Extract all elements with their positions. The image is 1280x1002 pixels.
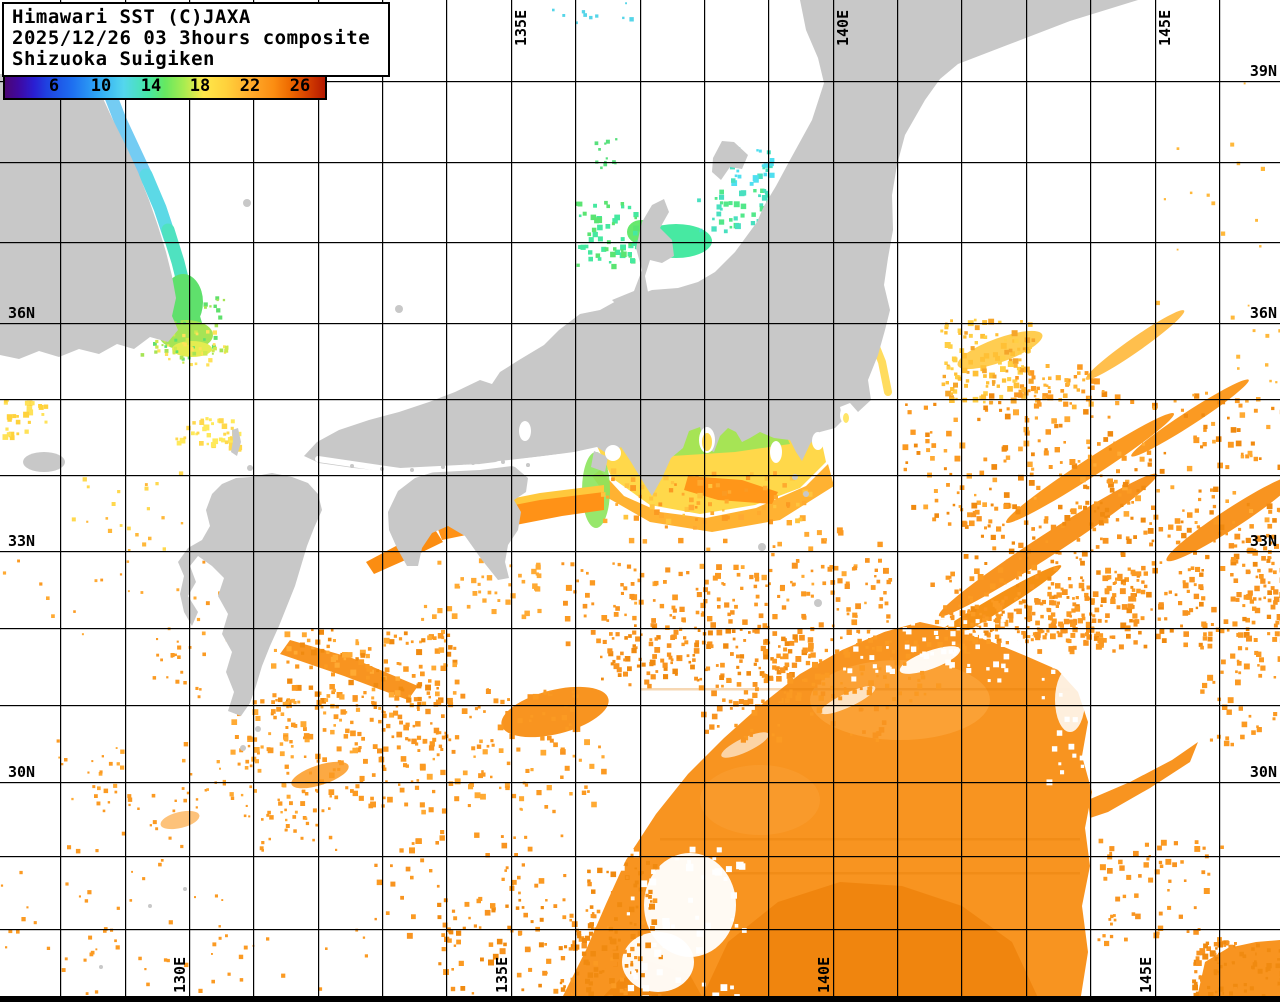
- lon-label-bottom-140E: 140E: [815, 957, 833, 993]
- colorbar-tick-6: 6: [48, 76, 60, 96]
- map-title-box: Himawari SST (C)JAXA 2025/12/26 03 3hour…: [2, 2, 390, 77]
- lat-label-right-36N: 36N: [1250, 304, 1277, 322]
- land-layer: [0, 0, 1138, 969]
- graticule-labels: 135E 140E 145E 130E 135E 140E 145E 36N 33N 30N 39N…: [8, 10, 1277, 993]
- lon-label-top-135E: 135E: [512, 10, 530, 46]
- lat-label-right-33N: 33N: [1250, 532, 1277, 550]
- temperature-colorbar: 6 10 14 18 22 26: [3, 73, 327, 100]
- colorbar-tick-26: 26: [289, 76, 311, 96]
- map-datetime: 2025/12/26 03 3hours composite: [12, 27, 371, 49]
- colorbar-tick-10: 10: [90, 76, 112, 96]
- lon-label-bottom-135E: 135E: [493, 957, 511, 993]
- lon-label-bottom-145E: 145E: [1137, 957, 1155, 993]
- colorbar-tick-14: 14: [140, 76, 162, 96]
- lat-label-left-30N: 30N: [8, 763, 35, 781]
- colorbar-tick-22: 22: [239, 76, 261, 96]
- colorbar-tick-18: 18: [189, 76, 211, 96]
- lat-label-right-30N: 30N: [1250, 763, 1277, 781]
- lat-label-right-39N: 39N: [1250, 62, 1277, 80]
- lat-label-left-36N: 36N: [8, 304, 35, 322]
- lon-label-top-145E: 145E: [1156, 10, 1174, 46]
- lat-label-left-33N: 33N: [8, 532, 35, 550]
- lon-label-top-140E: 140E: [834, 10, 852, 46]
- map-credit: Shizuoka Suigiken: [12, 48, 215, 70]
- lon-label-bottom-130E: 130E: [171, 957, 189, 993]
- map-title: Himawari SST (C)JAXA: [12, 6, 251, 28]
